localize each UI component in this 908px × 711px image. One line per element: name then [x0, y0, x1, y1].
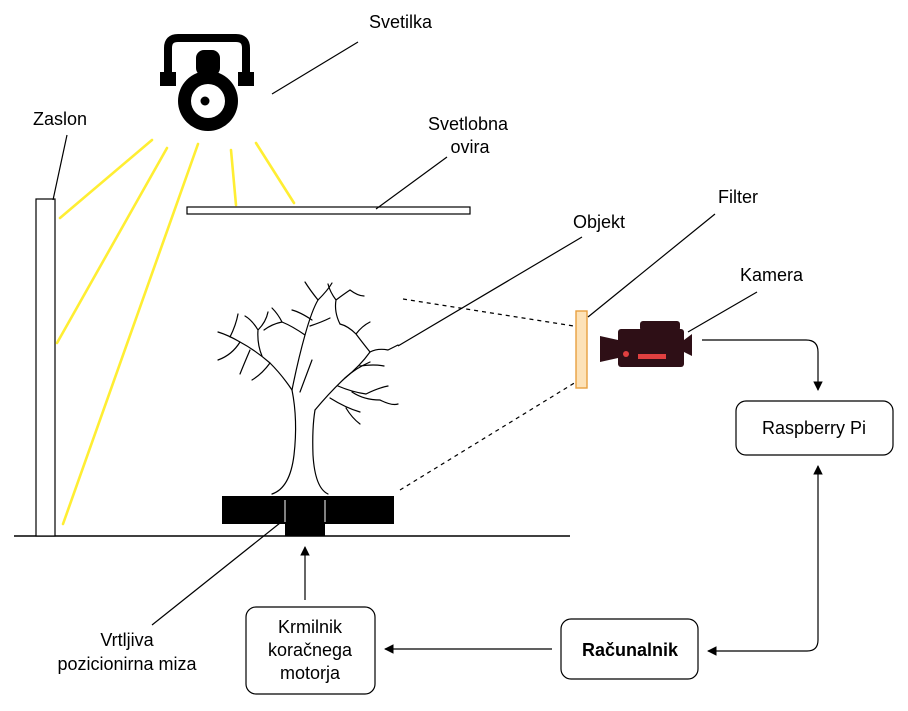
- label-objekt: Objekt: [573, 212, 625, 232]
- label-svetilka: Svetilka: [369, 12, 433, 32]
- video-camera-icon: [600, 321, 692, 367]
- light-rays: [55, 138, 296, 526]
- spotlight-icon: [160, 34, 254, 131]
- field-of-view-lines: [399, 298, 581, 491]
- label-zaslon: Zaslon: [33, 109, 87, 129]
- leader-lines: [52, 41, 758, 626]
- label-miza-line2: pozicionirna miza: [57, 654, 197, 674]
- label-krmilnik-line2: koračnega: [268, 640, 353, 660]
- computer-box: [560, 618, 699, 680]
- label-racunalnik: Računalnik: [582, 640, 679, 660]
- label-svetlobna-ovira-line2: ovira: [450, 137, 490, 157]
- screen-panel: [35, 198, 56, 537]
- arrow-camera-to-raspberry: [702, 339, 823, 391]
- bare-tree-icon: [217, 281, 399, 495]
- raspberry-pi-box: [735, 400, 894, 456]
- rotary-table: [222, 496, 394, 536]
- controller-box: [245, 606, 376, 695]
- label-miza-line1: Vrtljiva: [100, 630, 154, 650]
- arrow-raspberry-to-computer: [707, 465, 823, 656]
- filter-plate: [575, 310, 588, 389]
- label-raspberry-pi: Raspberry Pi: [762, 418, 866, 438]
- label-filter: Filter: [718, 187, 758, 207]
- label-kamera: Kamera: [740, 265, 804, 285]
- light-barrier: [186, 206, 471, 215]
- label-krmilnik-line1: Krmilnik: [278, 617, 343, 637]
- label-svetlobna-ovira-line1: Svetlobna: [428, 114, 509, 134]
- label-krmilnik-line3: motorja: [280, 663, 341, 683]
